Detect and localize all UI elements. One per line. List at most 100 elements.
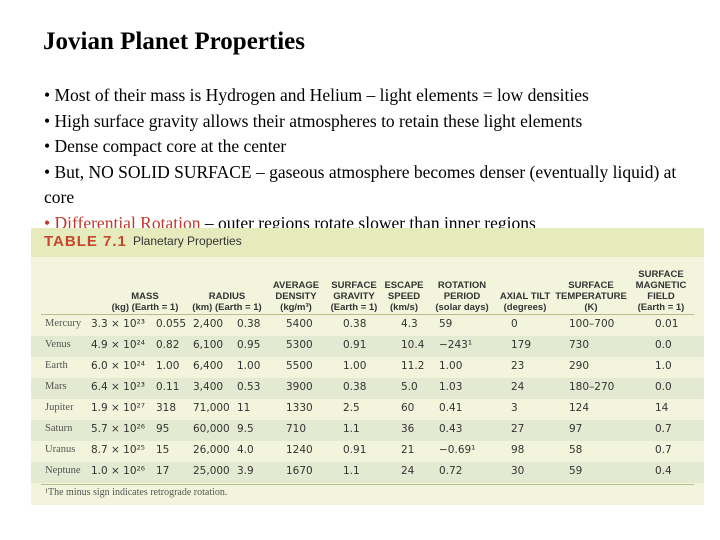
- column-unit: (K): [584, 302, 598, 313]
- cell-rotation: 1.03: [439, 381, 463, 393]
- column-header-temperature: SURFACE TEMPERATURE (K): [553, 261, 629, 313]
- cell-gravity: 1.1: [343, 465, 360, 477]
- cell-escape: 4.3: [401, 318, 418, 330]
- cell-escape: 24: [401, 465, 415, 477]
- table-row: Mars 6.4 × 10²³ 0.11 3,400 0.53 3900 0.38 5.0 1.…: [31, 378, 704, 399]
- cell-escape: 10.4: [401, 339, 425, 351]
- cell-mass-e: 318: [156, 402, 177, 414]
- column-label: AVERAGE DENSITY: [272, 280, 320, 302]
- cell-field: 0.0: [655, 381, 672, 393]
- slide-title: Jovian Planet Properties: [43, 28, 305, 55]
- column-label: SURFACE TEMPERATURE: [555, 280, 627, 302]
- column-unit: (kg) (Earth = 1): [111, 302, 179, 313]
- cell-mass-kg: 5.7 × 10²⁶: [91, 423, 145, 435]
- column-header-radius: RADIUS (km) (Earth = 1): [181, 261, 273, 313]
- cell-tilt: 0: [511, 318, 518, 330]
- cell-temp: 100–700: [569, 318, 615, 330]
- column-header-density: AVERAGE DENSITY (kg/m³): [267, 261, 325, 313]
- cell-temp: 290: [569, 360, 590, 372]
- table-row: Mercury 3.3 × 10²³ 0.055 2,400 0.38 5400 0.38 4…: [31, 315, 704, 336]
- cell-density: 5500: [286, 360, 313, 372]
- header-rule: [41, 314, 694, 315]
- planet-name: Saturn: [45, 423, 73, 434]
- planet-name: Jupiter: [45, 402, 74, 413]
- cell-temp: 180–270: [569, 381, 615, 393]
- cell-escape: 36: [401, 423, 415, 435]
- cell-tilt: 179: [511, 339, 532, 351]
- cell-rotation: −0.69¹: [439, 444, 476, 456]
- cell-temp: 59: [569, 465, 583, 477]
- bullet-item: • Most of their mass is Hydrogen and Hel…: [44, 83, 704, 109]
- cell-temp: 730: [569, 339, 590, 351]
- cell-tilt: 98: [511, 444, 525, 456]
- cell-mass-e: 1.00: [156, 360, 180, 372]
- cell-tilt: 27: [511, 423, 525, 435]
- footer-rule: [41, 484, 694, 485]
- cell-radius-e: 0.53: [237, 381, 261, 393]
- cell-escape: 21: [401, 444, 415, 456]
- cell-radius-e: 1.00: [237, 360, 261, 372]
- column-label: ROTATION PERIOD: [437, 280, 487, 302]
- cell-temp: 97: [569, 423, 583, 435]
- cell-field: 1.0: [655, 360, 672, 372]
- bullet-item: • High surface gravity allows their atmo…: [44, 109, 704, 135]
- cell-radius-e: 9.5: [237, 423, 254, 435]
- column-unit: (Earth = 1): [330, 302, 378, 313]
- cell-radius-e: 0.95: [237, 339, 261, 351]
- planet-name: Mercury: [45, 318, 82, 329]
- cell-mass-kg: 3.3 × 10²³: [91, 318, 145, 330]
- bullet-text: • High surface gravity allows their atmo…: [44, 110, 583, 131]
- cell-rotation: 59: [439, 318, 453, 330]
- cell-tilt: 3: [511, 402, 518, 414]
- cell-temp: 124: [569, 402, 590, 414]
- cell-escape: 60: [401, 402, 415, 414]
- cell-gravity: 0.38: [343, 318, 367, 330]
- column-unit: (solar days): [435, 302, 489, 313]
- table-row: Neptune 1.0 × 10²⁶ 17 25,000 3.9 1670 1.1 24 0.7…: [31, 462, 704, 483]
- column-unit: (kg/m³): [280, 302, 312, 313]
- cell-gravity: 0.38: [343, 381, 367, 393]
- column-label: ESCAPE SPEED: [384, 280, 424, 302]
- cell-rotation: 0.43: [439, 423, 463, 435]
- cell-tilt: 24: [511, 381, 525, 393]
- column-label: AXIAL TILT: [499, 291, 551, 302]
- cell-field: 0.7: [655, 444, 672, 456]
- cell-gravity: 2.5: [343, 402, 360, 414]
- table-number: TABLE 7.1: [44, 233, 127, 250]
- planet-name: Neptune: [45, 465, 81, 476]
- table-title: Planetary Properties: [133, 234, 242, 248]
- bullet-text: • Most of their mass is Hydrogen and Hel…: [44, 85, 589, 105]
- column-unit: (Earth = 1): [637, 302, 685, 313]
- cell-mass-kg: 1.0 × 10²⁶: [91, 465, 145, 477]
- cell-gravity: 0.91: [343, 339, 367, 351]
- cell-field: 0.4: [655, 465, 672, 477]
- planet-name: Uranus: [45, 444, 76, 455]
- cell-density: 3900: [286, 381, 313, 393]
- cell-escape: 5.0: [401, 381, 418, 393]
- table-header-bar: TABLE 7.1 Planetary Properties: [31, 228, 704, 257]
- column-header-mass: MASS (kg) (Earth = 1): [91, 261, 199, 313]
- cell-gravity: 0.91: [343, 444, 367, 456]
- cell-radius-km: 6,400: [193, 360, 224, 372]
- table-row: Saturn 5.7 × 10²⁶ 95 60,000 9.5 710 1.1 36 0.43 2…: [31, 420, 704, 441]
- cell-mass-kg: 6.4 × 10²³: [91, 381, 145, 393]
- column-unit: (km/s): [390, 302, 418, 313]
- table-row: Earth 6.0 × 10²⁴ 1.00 6,400 1.00 5500 1.00 11.2…: [31, 357, 704, 378]
- bullet-item: • Dense compact core at the center: [44, 134, 704, 160]
- cell-gravity: 1.00: [343, 360, 367, 372]
- cell-radius-km: 26,000: [193, 444, 230, 456]
- bullet-suffix: – outer regions rotate slower than inner…: [200, 212, 536, 233]
- cell-radius-e: 11: [237, 402, 251, 414]
- planet-name: Venus: [45, 339, 71, 350]
- planet-name: Mars: [45, 381, 67, 392]
- column-unit: (degrees): [503, 302, 547, 313]
- cell-mass-e: 15: [156, 444, 170, 456]
- cell-radius-km: 71,000: [193, 402, 230, 414]
- cell-mass-e: 0.82: [156, 339, 180, 351]
- cell-mass-e: 0.11: [156, 381, 180, 393]
- cell-field: 0.0: [655, 339, 672, 351]
- cell-temp: 58: [569, 444, 583, 456]
- cell-radius-e: 3.9: [237, 465, 254, 477]
- cell-field: 0.01: [655, 318, 679, 330]
- column-unit: (km) (Earth = 1): [192, 302, 262, 313]
